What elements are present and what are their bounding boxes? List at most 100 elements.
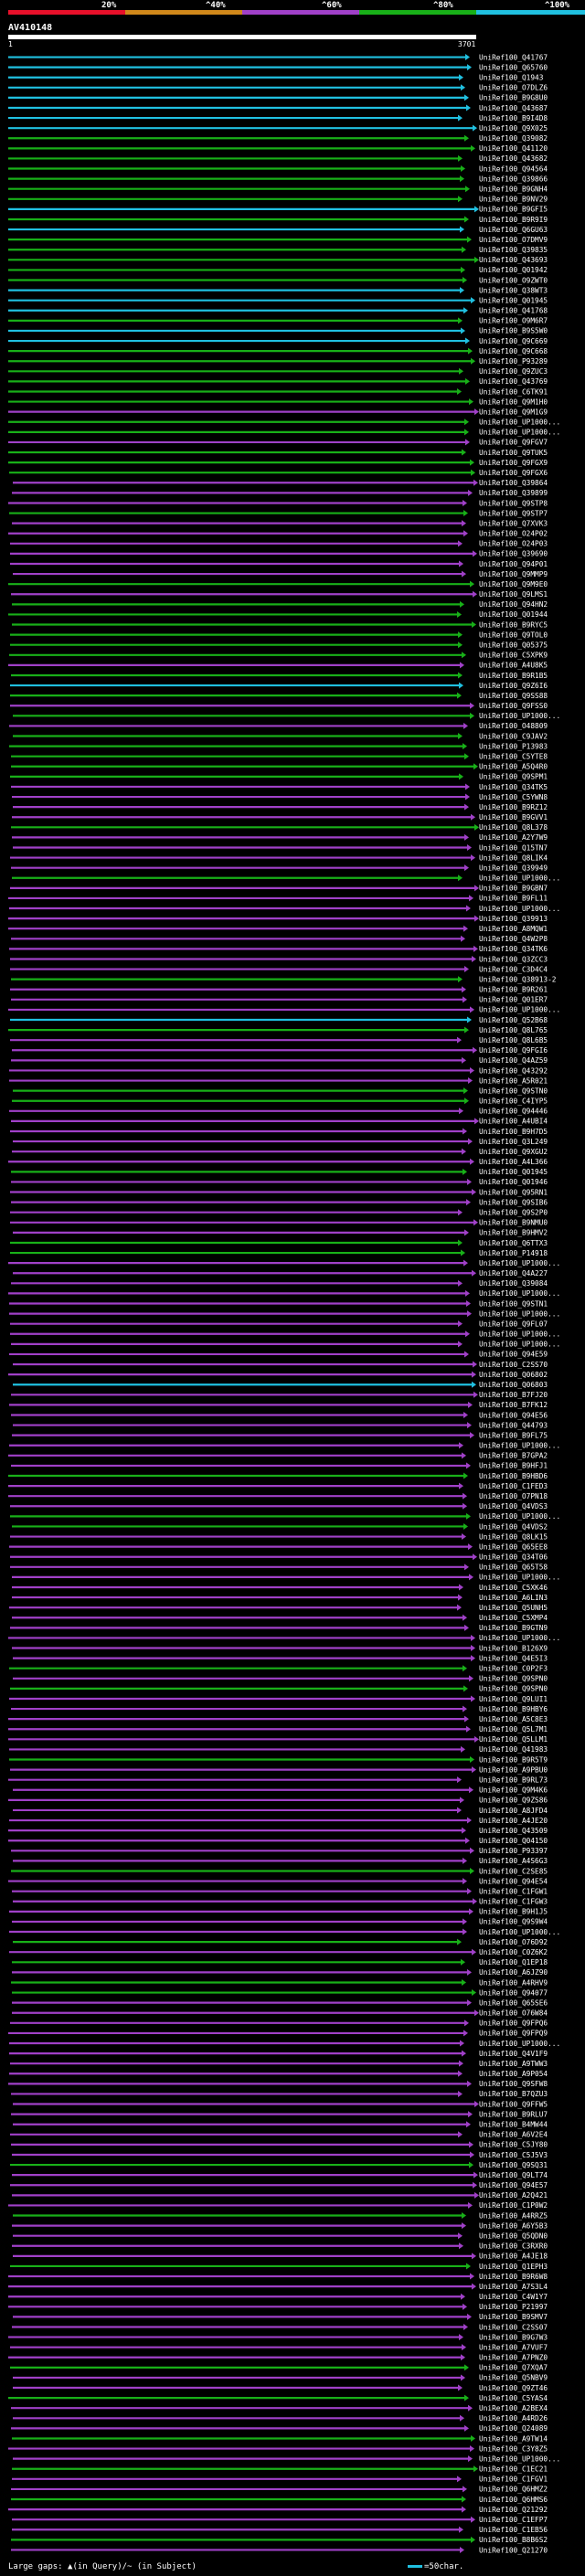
hit-label-23[interactable]: UniRef100_Q38WT3 bbox=[479, 286, 548, 294]
hit-label-26[interactable]: UniRef100_O9M6R7 bbox=[479, 317, 548, 325]
hit-label-22[interactable]: UniRef100_O9ZWT0 bbox=[479, 276, 548, 284]
hit-label-175[interactable]: UniRef100_Q43509 bbox=[479, 1827, 548, 1835]
hit-label-46[interactable]: UniRef100_Q7XVK3 bbox=[479, 519, 548, 527]
hit-label-158[interactable]: UniRef100_Q4E5I3 bbox=[479, 1654, 548, 1662]
hit-label-75[interactable]: UniRef100_B9GVV1 bbox=[479, 813, 548, 822]
hit-label-181[interactable]: UniRef100_C1FGW1 bbox=[479, 1887, 548, 1895]
hit-label-132[interactable]: UniRef100_B7FJ20 bbox=[479, 1391, 548, 1399]
hit-label-39[interactable]: UniRef100_Q9TUK5 bbox=[479, 449, 548, 457]
hit-label-220[interactable]: UniRef100_A7S3L4 bbox=[479, 2283, 548, 2291]
hit-label-6[interactable]: UniRef100_B9I4D8 bbox=[479, 114, 548, 122]
hit-label-81[interactable]: UniRef100_UP1000... bbox=[479, 875, 560, 883]
hit-label-217[interactable]: UniRef100_A4JE18 bbox=[479, 2253, 548, 2261]
hit-label-163[interactable]: UniRef100_B9HBY6 bbox=[479, 1705, 548, 1713]
hit-label-53[interactable]: UniRef100_Q9LMS1 bbox=[479, 590, 548, 599]
hit-label-225[interactable]: UniRef100_B9G7W3 bbox=[479, 2333, 548, 2341]
hit-label-109[interactable]: UniRef100_A4L366 bbox=[479, 1158, 548, 1166]
hit-label-86[interactable]: UniRef100_A8MQW1 bbox=[479, 925, 548, 933]
hit-label-70[interactable]: UniRef100_A5Q4R0 bbox=[479, 763, 548, 771]
hit-label-177[interactable]: UniRef100_P93397 bbox=[479, 1847, 548, 1855]
hit-label-194[interactable]: UniRef100_Q9FPQ6 bbox=[479, 2019, 548, 2028]
hit-label-94[interactable]: UniRef100_UP1000... bbox=[479, 1006, 560, 1014]
hit-label-187[interactable]: UniRef100_C0Z6K2 bbox=[479, 1948, 548, 1956]
hit-label-4[interactable]: UniRef100_B9G8U0 bbox=[479, 94, 548, 102]
hit-label-191[interactable]: UniRef100_Q94077 bbox=[479, 1988, 548, 1997]
hit-label-223[interactable]: UniRef100_B9SMV7 bbox=[479, 2313, 548, 2321]
hit-label-33[interactable]: UniRef100_C6TK91 bbox=[479, 387, 548, 396]
hit-label-195[interactable]: UniRef100_Q9FPQ9 bbox=[479, 2030, 548, 2038]
hit-label-219[interactable]: UniRef100_B9R6W8 bbox=[479, 2273, 548, 2281]
hit-label-168[interactable]: UniRef100_B9R5T9 bbox=[479, 1755, 548, 1764]
hit-label-236[interactable]: UniRef100_C3Y8Z5 bbox=[479, 2444, 548, 2453]
hit-label-233[interactable]: UniRef100_A4RD26 bbox=[479, 2414, 548, 2422]
hit-label-35[interactable]: UniRef100_Q9M1G9 bbox=[479, 408, 548, 416]
hit-label-90[interactable]: UniRef100_C3D4C4 bbox=[479, 965, 548, 973]
hit-label-167[interactable]: UniRef100_Q41983 bbox=[479, 1745, 548, 1754]
hit-label-117[interactable]: UniRef100_Q6TTX3 bbox=[479, 1239, 548, 1247]
hit-label-133[interactable]: UniRef100_B7FK12 bbox=[479, 1401, 548, 1409]
hit-label-173[interactable]: UniRef100_A8JFD4 bbox=[479, 1807, 548, 1815]
hit-label-209[interactable]: UniRef100_Q9LT74 bbox=[479, 2171, 548, 2179]
hit-label-121[interactable]: UniRef100_Q39084 bbox=[479, 1279, 548, 1288]
hit-label-66[interactable]: UniRef100_O48809 bbox=[479, 722, 548, 730]
hit-label-197[interactable]: UniRef100_Q4V1F9 bbox=[479, 2050, 548, 2058]
hit-label-207[interactable]: UniRef100_C5J5V3 bbox=[479, 2151, 548, 2159]
hit-label-114[interactable]: UniRef100_Q9S2P0 bbox=[479, 1208, 548, 1216]
hit-label-205[interactable]: UniRef100_A6V2E4 bbox=[479, 2131, 548, 2139]
hit-label-101[interactable]: UniRef100_A5R021 bbox=[479, 1076, 548, 1085]
hit-label-149[interactable]: UniRef100_Q65T58 bbox=[479, 1564, 548, 1572]
hit-label-226[interactable]: UniRef100_A7VUF7 bbox=[479, 2343, 548, 2351]
hit-label-182[interactable]: UniRef100_C1FGW3 bbox=[479, 1898, 548, 1906]
hit-label-179[interactable]: UniRef100_C2SE85 bbox=[479, 1867, 548, 1875]
hit-label-62[interactable]: UniRef100_Q9Z6I6 bbox=[479, 682, 548, 690]
hit-label-155[interactable]: UniRef100_B9GTN9 bbox=[479, 1624, 548, 1632]
hit-label-203[interactable]: UniRef100_B9RLU7 bbox=[479, 2110, 548, 2118]
hit-label-135[interactable]: UniRef100_Q44793 bbox=[479, 1421, 548, 1429]
hit-label-56[interactable]: UniRef100_B9RYC5 bbox=[479, 620, 548, 629]
hit-label-71[interactable]: UniRef100_Q9SPM1 bbox=[479, 773, 548, 781]
hit-label-91[interactable]: UniRef100_Q38913-2 bbox=[479, 975, 557, 983]
hit-label-30[interactable]: UniRef100_P93289 bbox=[479, 357, 548, 366]
hit-label-73[interactable]: UniRef100_C5YWN8 bbox=[479, 793, 548, 801]
hit-label-19[interactable]: UniRef100_Q39835 bbox=[479, 246, 548, 254]
hit-label-84[interactable]: UniRef100_UP1000... bbox=[479, 905, 560, 913]
hit-label-242[interactable]: UniRef100_Q21292 bbox=[479, 2506, 548, 2514]
hit-label-112[interactable]: UniRef100_Q95RN1 bbox=[479, 1188, 548, 1196]
hit-label-239[interactable]: UniRef100_C1FGV1 bbox=[479, 2475, 548, 2484]
hit-label-243[interactable]: UniRef100_C1EFP7 bbox=[479, 2516, 548, 2524]
hit-label-178[interactable]: UniRef100_A4S6G3 bbox=[479, 1857, 548, 1865]
hit-label-116[interactable]: UniRef100_B9HMV2 bbox=[479, 1229, 548, 1237]
hit-label-216[interactable]: UniRef100_C3RXR0 bbox=[479, 2242, 548, 2251]
hit-label-165[interactable]: UniRef100_Q5L7M1 bbox=[479, 1725, 548, 1733]
hit-label-64[interactable]: UniRef100_Q9FSS0 bbox=[479, 702, 548, 710]
hit-label-83[interactable]: UniRef100_B9FL11 bbox=[479, 895, 548, 903]
hit-label-72[interactable]: UniRef100_Q34TK5 bbox=[479, 783, 548, 791]
hit-label-38[interactable]: UniRef100_Q9FGV7 bbox=[479, 439, 548, 447]
hit-label-170[interactable]: UniRef100_B9RL73 bbox=[479, 1776, 548, 1784]
hit-label-67[interactable]: UniRef100_C9JAV2 bbox=[479, 732, 548, 740]
hit-label-180[interactable]: UniRef100_Q94E54 bbox=[479, 1877, 548, 1885]
hit-label-208[interactable]: UniRef100_Q9SQ31 bbox=[479, 2161, 548, 2169]
hit-label-61[interactable]: UniRef100_B9R1B5 bbox=[479, 672, 548, 680]
hit-label-10[interactable]: UniRef100_Q43682 bbox=[479, 154, 548, 163]
hit-label-150[interactable]: UniRef100_UP1000... bbox=[479, 1574, 560, 1582]
hit-label-103[interactable]: UniRef100_C4IYP5 bbox=[479, 1097, 548, 1106]
hit-label-89[interactable]: UniRef100_Q3ZCC3 bbox=[479, 955, 548, 963]
hit-label-148[interactable]: UniRef100_Q34T06 bbox=[479, 1553, 548, 1562]
hit-label-200[interactable]: UniRef100_Q9SFW8 bbox=[479, 2080, 548, 2088]
hit-label-127[interactable]: UniRef100_UP1000... bbox=[479, 1341, 560, 1349]
hit-label-65[interactable]: UniRef100_UP1000... bbox=[479, 712, 560, 720]
hit-label-228[interactable]: UniRef100_Q7XQA7 bbox=[479, 2364, 548, 2372]
hit-label-41[interactable]: UniRef100_Q9FGX6 bbox=[479, 469, 548, 477]
hit-label-211[interactable]: UniRef100_A2Q421 bbox=[479, 2191, 548, 2200]
hit-label-142[interactable]: UniRef100_O7PN18 bbox=[479, 1492, 548, 1500]
hit-label-45[interactable]: UniRef100_Q9STP7 bbox=[479, 509, 548, 517]
hit-label-171[interactable]: UniRef100_Q9M4K6 bbox=[479, 1786, 548, 1795]
hit-label-224[interactable]: UniRef100_C2SS07 bbox=[479, 2323, 548, 2331]
hit-label-97[interactable]: UniRef100_Q8L6B5 bbox=[479, 1036, 548, 1044]
hit-label-106[interactable]: UniRef100_B9H7D5 bbox=[479, 1128, 548, 1136]
hit-label-60[interactable]: UniRef100_A4U8K5 bbox=[479, 662, 548, 670]
hit-label-146[interactable]: UniRef100_Q8LK15 bbox=[479, 1532, 548, 1541]
hit-label-3[interactable]: UniRef100_O7DLZ6 bbox=[479, 84, 548, 92]
hit-label-80[interactable]: UniRef100_Q39949 bbox=[479, 864, 548, 872]
